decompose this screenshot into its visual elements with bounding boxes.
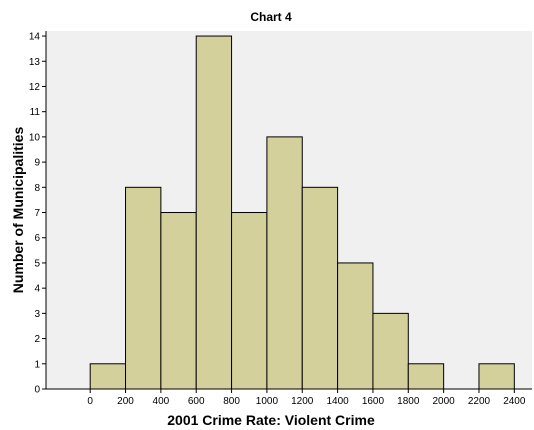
histogram-bar [478,363,515,390]
histogram-bar [89,363,127,390]
x-tick-label: 400 [153,396,170,407]
y-axis-label: Number of Municipalities [10,127,26,294]
x-tick-label: 600 [188,396,205,407]
x-tick-label: 1400 [326,396,349,407]
y-tick-label: 3 [34,309,40,320]
x-tick-label: 2200 [468,396,491,407]
bars-group [89,35,515,390]
histogram-bar [125,186,162,390]
x-tick-label: 2400 [503,396,526,407]
x-axis-ticks: 0 200 400 600 800 1000 1200 1400 1600 1800 2000 220… [87,389,526,407]
histogram-bar [266,136,303,390]
x-tick-label: 200 [117,396,134,407]
y-tick-label: 13 [29,57,41,68]
x-tick-label: 2000 [433,396,456,407]
y-tick-label: 12 [29,82,41,93]
y-tick-label: 0 [34,385,40,396]
histogram-bar [195,35,233,390]
x-tick-label: 1000 [256,396,279,407]
y-tick-label: 1 [34,359,40,370]
x-tick-label: 1600 [362,396,385,407]
x-tick-label: 800 [223,396,240,407]
x-tick-label: 1800 [397,396,420,407]
y-tick-label: 14 [29,32,41,43]
x-tick-label: 0 [87,396,93,407]
x-axis-label: 2001 Crime Rate: Violent Crime [167,412,375,428]
y-tick-label: 11 [30,107,41,118]
histogram-bar [372,312,409,390]
chart-title: Chart 4 [250,10,292,24]
y-tick-label: 8 [34,183,40,194]
y-tick-label: 6 [34,233,40,244]
histogram-bar [160,212,197,390]
y-tick-label: 10 [29,132,41,143]
histogram-bar [231,212,268,390]
histogram-bar [337,262,374,390]
y-tick-label: 4 [34,284,40,295]
y-tick-label: 2 [34,334,40,345]
y-tick-label: 9 [34,158,40,169]
histogram-bar [407,363,445,390]
x-tick-label: 1200 [291,396,314,407]
y-tick-label: 5 [34,258,40,269]
y-tick-label: 7 [34,208,40,219]
histogram-bar [301,186,339,390]
